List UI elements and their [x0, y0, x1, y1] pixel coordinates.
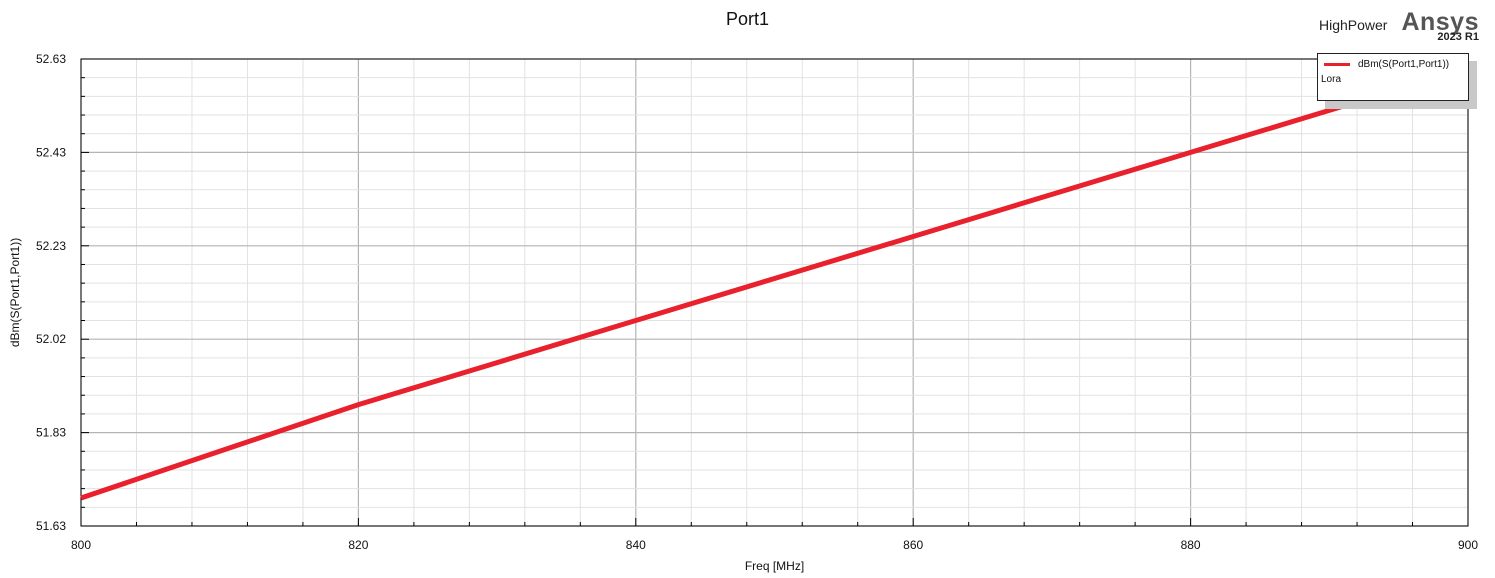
y-tick-label: 52.63 [36, 52, 66, 66]
y-tick-label: 51.63 [36, 519, 66, 533]
x-tick-label: 820 [348, 538, 368, 552]
legend-entry: dBm(S(Port1,Port1)) [1324, 59, 1449, 70]
brand-row: HighPower Ansys [1319, 8, 1479, 37]
chart-title: Port1 [725, 9, 770, 29]
series-line [80, 65, 1469, 501]
grid [80, 58, 1469, 527]
legend-label: dBm(S(Port1,Port1)) [1358, 59, 1450, 70]
y-axis-label: dBm(S(Port1,Port1)) [8, 238, 22, 347]
legend[interactable]: dBm(S(Port1,Port1)) Lora [1317, 53, 1469, 101]
x-tick-label: 900 [1458, 538, 1478, 552]
tick-labels: 800 820 840 860 880 900 51.63 51.83 52.02 52.23 52… [36, 52, 1478, 552]
x-tick-label: 840 [626, 538, 646, 552]
y-tick-label: 51.83 [36, 426, 66, 440]
plot-frame [80, 58, 1469, 527]
series-layer [80, 65, 1469, 501]
y-tick-label: 52.02 [36, 332, 66, 346]
brand-block: HighPower Ansys 2023 R1 [1319, 8, 1479, 43]
x-axis-label: Freq [MHz] [745, 559, 804, 573]
x-tick-label: 800 [71, 538, 91, 552]
legend-sublabel: Lora [1321, 74, 1342, 85]
ansys-logo: Ansys [1401, 8, 1479, 36]
legend-swatch [1324, 63, 1350, 66]
x-tick-label: 880 [1181, 538, 1201, 552]
y-tick-label: 52.23 [36, 239, 66, 253]
version-label: 2023 R1 [1437, 31, 1479, 43]
ticks [80, 58, 1469, 527]
y-tick-label: 52.43 [36, 145, 66, 159]
project-name: HighPower [1318, 17, 1388, 33]
x-tick-label: 860 [903, 538, 923, 552]
